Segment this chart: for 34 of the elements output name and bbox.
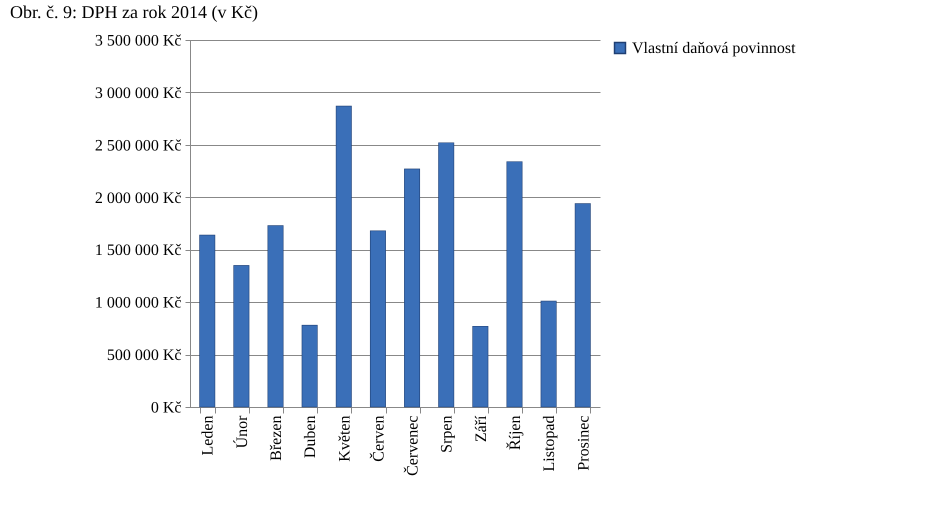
y-tick-label: 2 500 000 Kč: [94, 137, 182, 154]
x-tick-label: Prosinec: [575, 416, 592, 471]
x-tick-label: Listopad: [541, 416, 558, 472]
bar: [199, 234, 216, 408]
bar: [574, 203, 591, 408]
x-tick-label: Červenec: [404, 416, 422, 476]
y-tick-label: 1 000 000 Kč: [94, 294, 182, 312]
bar: [472, 326, 488, 408]
x-tick-label: Červen: [369, 416, 388, 462]
x-tick-label: Květen: [336, 416, 354, 462]
legend-label: Vlastní daňová povinnost: [632, 40, 796, 57]
y-tick-label: 500 000 Kč: [106, 347, 182, 364]
y-tick-label: 1 500 000 Kč: [94, 242, 182, 260]
chart-title: Obr. č. 9: DPH za rok 2014 (v Kč): [10, 2, 258, 22]
x-tick-label: Říjen: [506, 416, 524, 450]
x-tick-label: Únor: [232, 414, 251, 448]
x-tick-label: Duben: [302, 416, 320, 458]
bar: [540, 300, 557, 408]
x-tick-label: Březen: [268, 416, 286, 461]
x-tick-label: Srpen: [438, 416, 456, 453]
x-tick-label: Leden: [200, 416, 217, 456]
bar: [404, 168, 420, 408]
x-tick-label: Září: [472, 414, 490, 442]
bar: [268, 225, 284, 408]
bar: [302, 324, 318, 408]
bar: [370, 230, 386, 408]
y-tick-label: 3 500 000 Kč: [94, 32, 182, 50]
bar: [336, 106, 352, 408]
y-tick-label: 2 000 000 Kč: [94, 190, 182, 207]
bar: [233, 265, 250, 408]
y-tick-label: 3 000 000 Kč: [94, 84, 182, 102]
bar: [438, 142, 454, 408]
y-tick-label: 0 Kč: [150, 400, 182, 416]
bar: [506, 161, 522, 408]
